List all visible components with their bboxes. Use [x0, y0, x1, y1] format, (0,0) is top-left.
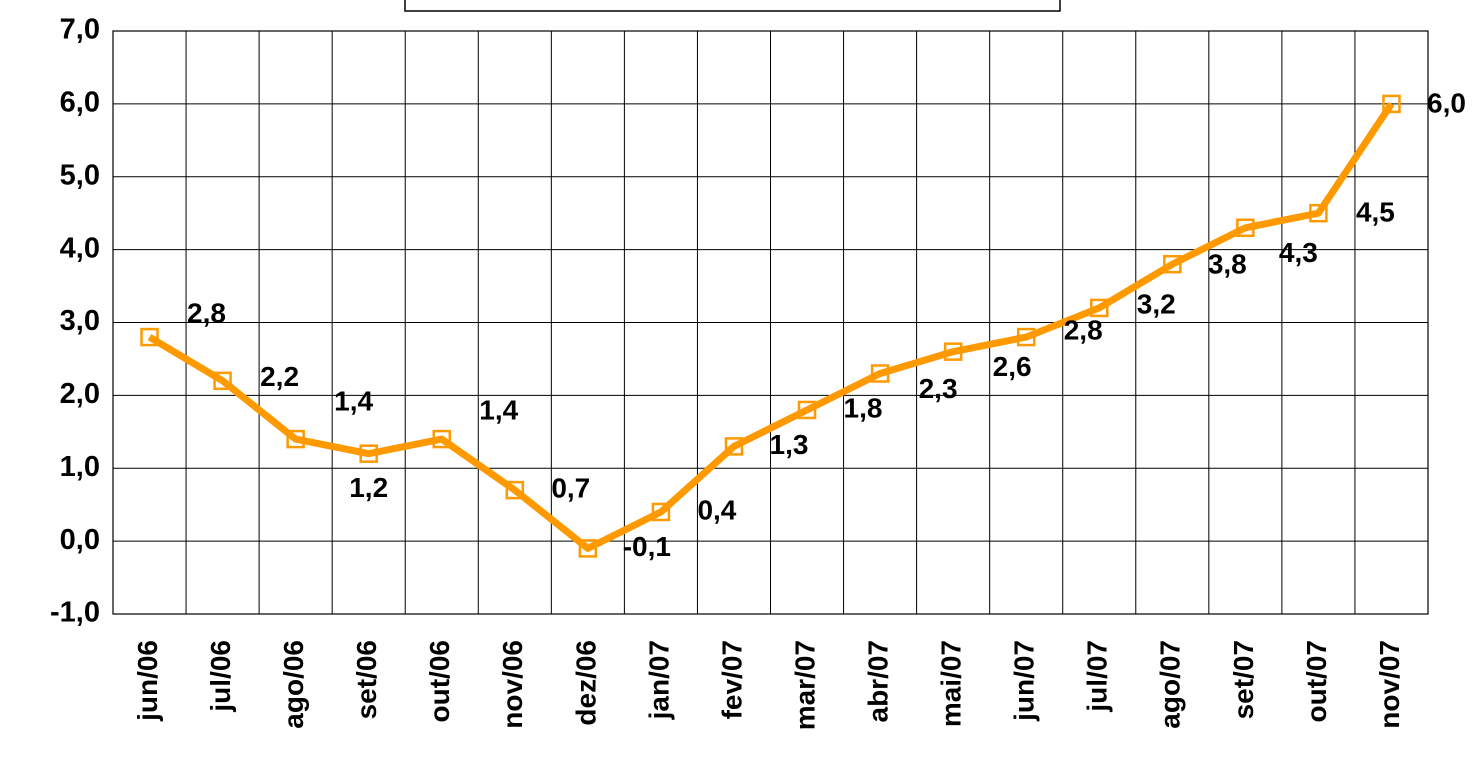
x-tick-label: jul/06 [205, 640, 236, 713]
data-label: 2,3 [919, 373, 958, 404]
data-label: 4,3 [1279, 237, 1318, 268]
data-label: 1,3 [770, 429, 809, 460]
y-tick-label: 2,0 [60, 378, 100, 410]
data-marker [797, 400, 817, 420]
x-tick-label: set/06 [351, 640, 382, 719]
data-marker [505, 480, 525, 500]
y-tick-label: 4,0 [60, 232, 100, 264]
data-label: 2,6 [993, 351, 1032, 382]
y-tick-label: 0,0 [60, 524, 100, 556]
x-tick-label: mar/07 [789, 640, 820, 730]
x-tick-label: ago/06 [278, 640, 309, 729]
data-marker [578, 539, 598, 558]
data-label: 6,0 [1427, 87, 1466, 118]
y-tick-label: 5,0 [60, 159, 100, 191]
data-marker [286, 429, 305, 449]
x-tick-label: jun/06 [132, 640, 163, 722]
data-marker [1090, 298, 1109, 318]
data-line [147, 101, 1395, 552]
x-tick-label: jan/07 [643, 640, 674, 720]
x-tick-label: set/07 [1228, 640, 1259, 719]
legend-box [404, 0, 1061, 12]
data-marker [870, 364, 890, 383]
data-marker [724, 437, 744, 456]
x-tick-label: fev/07 [716, 640, 747, 719]
data-label: 2,8 [187, 297, 226, 328]
y-tick-label: 7,0 [60, 14, 100, 46]
x-tick-label: nov/07 [1374, 640, 1405, 729]
data-label: 1,4 [479, 394, 518, 425]
y-tick-label: 6,0 [60, 87, 100, 119]
data-marker [140, 327, 159, 347]
data-label: 1,8 [844, 392, 883, 423]
data-label: 1,2 [349, 472, 388, 503]
y-tick-label: 3,0 [60, 305, 100, 337]
data-marker [1309, 203, 1328, 223]
data-marker [359, 444, 378, 463]
x-tick-label: mai/07 [936, 640, 967, 727]
data-label: 3,8 [1208, 249, 1247, 280]
data-label: 3,2 [1137, 288, 1176, 319]
y-tick-label: 1,0 [60, 451, 100, 483]
data-marker [1163, 254, 1182, 274]
x-tick-label: nov/06 [497, 640, 528, 729]
data-label: 2,8 [1064, 314, 1103, 345]
x-tick-label: jul/07 [1082, 640, 1113, 713]
x-tick-label: out/07 [1301, 640, 1332, 722]
data-label: 4,5 [1356, 197, 1395, 228]
x-tick-label: abr/07 [862, 640, 893, 723]
data-label: 1,4 [334, 385, 373, 416]
y-tick-label: -1,0 [50, 597, 100, 629]
data-marker [213, 371, 232, 391]
data-label: -0,1 [623, 531, 671, 562]
data-marker [432, 429, 451, 449]
data-label: 2,2 [260, 361, 299, 392]
x-tick-label: ago/07 [1155, 640, 1186, 729]
data-marker [651, 502, 671, 522]
x-tick-label: jun/07 [1009, 640, 1040, 722]
data-marker [1016, 327, 1036, 347]
data-marker [943, 342, 963, 361]
data-marker [1236, 218, 1255, 238]
x-tick-label: out/06 [424, 640, 455, 722]
data-label: 0,4 [697, 494, 736, 525]
x-tick-label: dez/06 [570, 640, 601, 726]
data-marker [1382, 94, 1401, 114]
data-label: 0,7 [551, 473, 590, 504]
